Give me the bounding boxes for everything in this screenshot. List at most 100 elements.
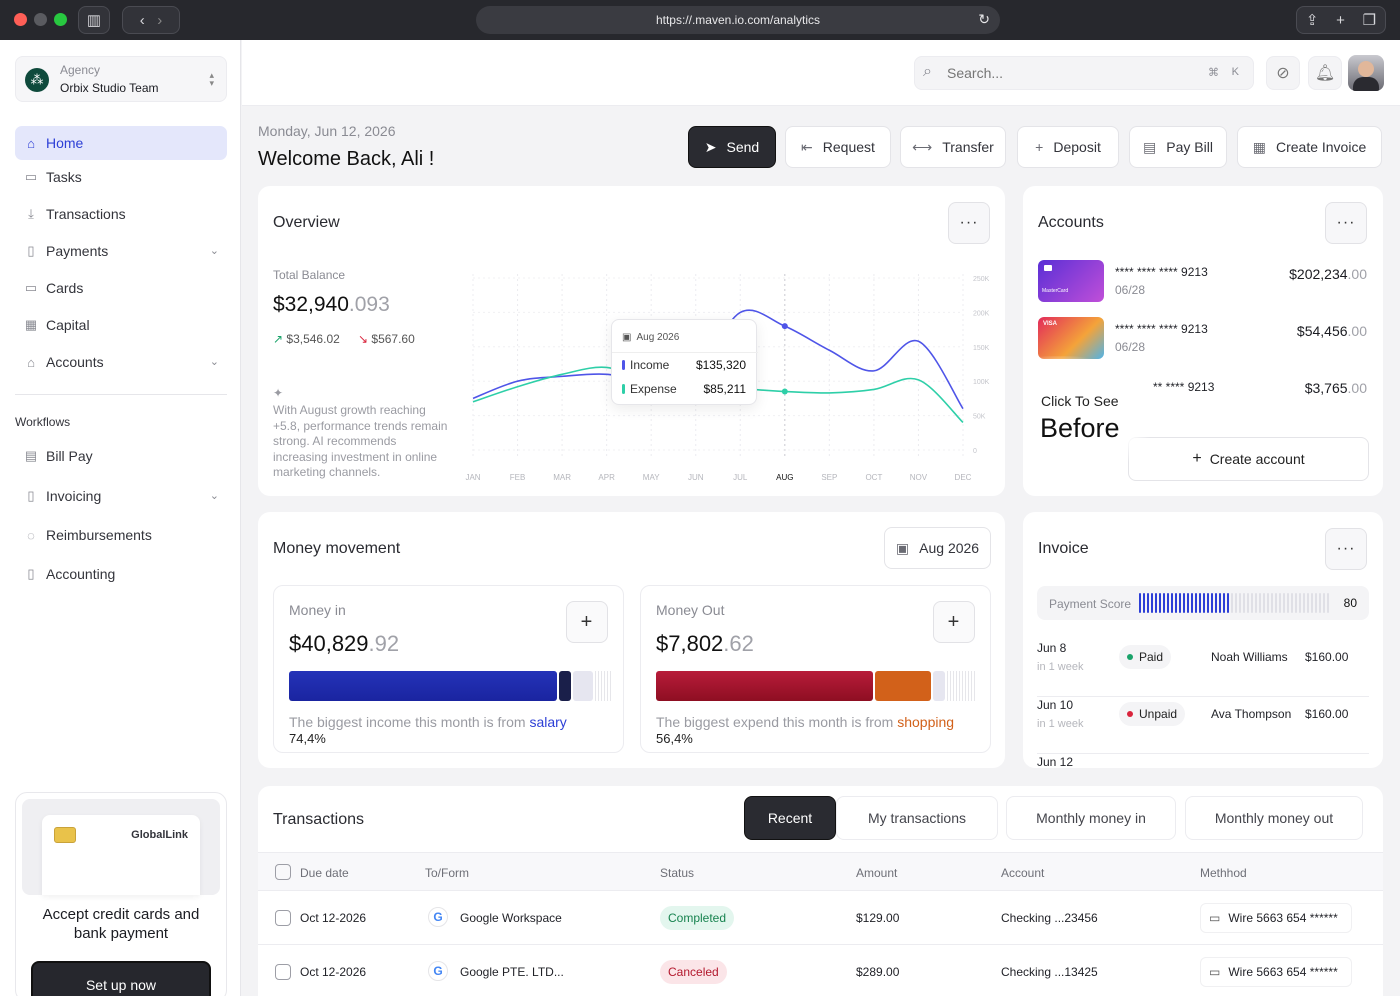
highlight-point: [781, 323, 788, 330]
row-account: Checking ...13425: [1001, 965, 1098, 979]
row-date: Oct 12-2026: [300, 911, 367, 925]
add-money-in-icon[interactable]: +: [566, 601, 608, 643]
row-amount: $289.00: [856, 965, 900, 979]
sidebar-item-label: Accounts: [46, 354, 104, 370]
add-money-out-icon[interactable]: +: [933, 601, 975, 643]
sidebar-item-home[interactable]: ⌂ Home: [15, 126, 227, 160]
column-header[interactable]: Status: [660, 866, 695, 880]
nav-back-forward[interactable]: ‹ ›: [122, 6, 180, 34]
sidebar-item-label: Transactions: [46, 206, 126, 222]
select-all-checkbox[interactable]: [275, 864, 291, 880]
x-tick-label: OCT: [865, 473, 882, 482]
sidebar-item-accounts[interactable]: ⌂ Accounts ⌄: [15, 345, 227, 379]
create-account-button[interactable]: + Create account: [1128, 437, 1369, 481]
sidebar-item-accounting[interactable]: ▯ Accounting: [15, 557, 227, 591]
request-icon: ⇤: [801, 138, 813, 155]
row-amount: $129.00: [856, 911, 900, 925]
sidebar-item-cards[interactable]: ▭ Cards: [15, 271, 227, 305]
tab-monthly-money-in[interactable]: Monthly money in: [1006, 796, 1176, 840]
create-invoice-button[interactable]: ▦ Create Invoice: [1237, 126, 1382, 168]
y-tick-label: 150K: [973, 345, 990, 352]
invoice-panel: Invoice ··· Payment Score 80 Jun 8 in 1 w…: [1023, 512, 1383, 768]
column-header[interactable]: Amount: [856, 866, 898, 880]
deposit-button[interactable]: + Deposit: [1017, 126, 1119, 168]
account-balance-2: $54,456.00: [1296, 323, 1367, 339]
table-row[interactable]: Oct 12-2026 G Google PTE. LTD... Cancele…: [258, 945, 1383, 996]
tabs-overview-icon[interactable]: ❐: [1362, 12, 1377, 29]
overview-panel: Overview ··· Total Balance $32,940.093 ↗…: [258, 186, 1005, 496]
accounts-more-icon[interactable]: ···: [1325, 202, 1367, 244]
overview-more-icon[interactable]: ···: [948, 202, 990, 244]
invoice-row[interactable]: Jun 12: [1037, 754, 1369, 768]
tab-my-transactions[interactable]: My transactions: [836, 796, 998, 840]
money-in-note: The biggest income this month is from sa…: [289, 714, 567, 730]
row-method: ▭ Wire 5663 654 ******: [1200, 903, 1352, 933]
new-tab-icon[interactable]: +: [1336, 11, 1345, 29]
table-row[interactable]: Oct 12-2026 G Google Workspace Completed…: [258, 891, 1383, 945]
sidebar-toggle-icon[interactable]: ▥: [78, 6, 110, 34]
setup-now-button[interactable]: Set up now: [31, 961, 211, 996]
sidebar-item-label: Invoicing: [46, 488, 102, 504]
sidebar-item-tasks[interactable]: ▭ Tasks: [15, 160, 227, 194]
x-tick-label: JAN: [465, 473, 480, 482]
back-icon[interactable]: ‹: [139, 11, 145, 29]
address-bar[interactable]: https://.maven.io.com/analytics ↻: [476, 6, 1000, 34]
team-switcher[interactable]: ⁂ Agency Orbix Studio Team ▴ ▾: [15, 56, 227, 102]
sidebar-item-invoicing[interactable]: ▯ Invoicing ⌄: [15, 479, 227, 513]
card-icon: ▭: [24, 280, 38, 295]
card-thumbnail-1[interactable]: MasterCard: [1038, 260, 1104, 302]
money-out-value: $7,802.62: [656, 631, 754, 656]
pay-bill-button[interactable]: ▤ Pay Bill: [1129, 126, 1227, 168]
maximize-window-button[interactable]: [54, 13, 67, 26]
balance-down: ↘ $567.60: [358, 332, 415, 346]
divider: [15, 394, 227, 395]
tab-recent[interactable]: Recent: [744, 796, 836, 840]
search-input[interactable]: [947, 61, 1187, 85]
period-picker[interactable]: ▣ Aug 2026: [884, 527, 991, 569]
send-button[interactable]: ➤ Send: [688, 126, 776, 168]
tab-monthly-money-out[interactable]: Monthly money out: [1185, 796, 1363, 840]
money-out-pct: 56,4%: [656, 731, 693, 746]
column-header[interactable]: To/Form: [425, 866, 470, 880]
plus-icon: +: [1035, 139, 1044, 155]
column-header[interactable]: Account: [1001, 866, 1045, 880]
sidebar-item-capital[interactable]: ▦ Capital: [15, 308, 227, 342]
invoice-more-icon[interactable]: ···: [1325, 528, 1367, 570]
row-checkbox[interactable]: [275, 910, 291, 926]
hide-balance-icon[interactable]: ⊘: [1266, 56, 1300, 90]
sidebar-item-reimbursements[interactable]: ◌ Reimbursements: [15, 518, 227, 552]
create-account-label: Create account: [1209, 451, 1305, 467]
invoice-row[interactable]: Jun 8 in 1 week Paid Noah Williams $160.00: [1037, 640, 1369, 697]
forward-icon[interactable]: ›: [157, 11, 163, 29]
bell-icon[interactable]: 🔔︎: [1308, 56, 1342, 90]
invoice-row[interactable]: Jun 10 in 1 week Unpaid Ava Thompson $160.00: [1037, 697, 1369, 754]
pay-bill-label: Pay Bill: [1166, 139, 1213, 155]
promo-card-visual: GlobalLink: [22, 799, 220, 895]
sidebar-item-payments[interactable]: ▯ Payments ⌄: [15, 234, 227, 268]
overview-title: Overview: [273, 214, 340, 231]
column-header[interactable]: Methhod: [1200, 866, 1247, 880]
x-tick-label: DEC: [955, 473, 972, 482]
reload-icon[interactable]: ↻: [978, 11, 990, 27]
before-overlay[interactable]: Click To See Before: [1023, 356, 1153, 481]
request-button[interactable]: ⇤ Request: [785, 126, 891, 168]
sidebar-item-label: Payments: [46, 243, 109, 259]
minimize-window-button[interactable]: [34, 13, 47, 26]
transfer-button[interactable]: ⟷ Transfer: [900, 126, 1006, 168]
sidebar: ⁂ Agency Orbix Studio Team ▴ ▾ ⌂ Home ▭ Task…: [0, 40, 241, 996]
invoice-icon: ▦: [1252, 138, 1266, 155]
calendar-icon: ▦: [24, 317, 38, 332]
close-window-button[interactable]: [14, 13, 27, 26]
share-icon[interactable]: ⇪: [1305, 12, 1319, 29]
avatar[interactable]: [1348, 55, 1384, 91]
money-in-value: $40,829.92: [289, 631, 400, 656]
money-movement-panel: Money movement ▣ Aug 2026 Money in + $40,…: [258, 512, 1005, 768]
sidebar-item-bill-pay[interactable]: ▤ Bill Pay: [15, 439, 227, 473]
sidebar-item-transactions[interactable]: ⤓ Transactions: [15, 197, 227, 231]
card-thumbnail-2[interactable]: VISA: [1038, 317, 1104, 359]
shortcut-cmd: ⌘: [1208, 67, 1219, 79]
column-header[interactable]: Due date: [300, 866, 349, 880]
payment-score-bar: [1139, 593, 1333, 613]
row-checkbox[interactable]: [275, 964, 291, 980]
search-box[interactable]: ⌕ ⌘ K: [914, 56, 1254, 90]
